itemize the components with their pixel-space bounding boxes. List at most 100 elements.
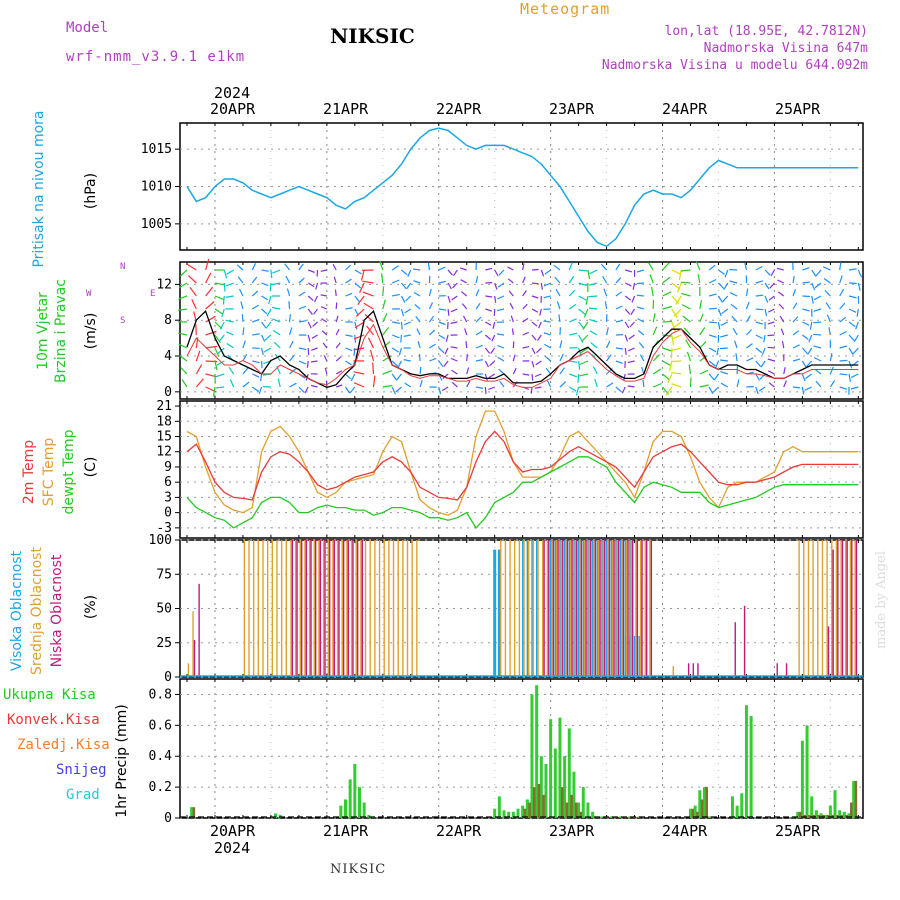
wind-arrow <box>369 349 375 362</box>
temp-unit: (C) <box>83 456 99 478</box>
wind-arrow <box>381 273 384 284</box>
wind-arrow <box>811 295 814 304</box>
wind-arrow <box>462 315 468 323</box>
wind-arrow <box>662 262 670 271</box>
wind-arrow <box>829 353 833 362</box>
wind-arrow <box>261 282 269 287</box>
wind-arrow <box>802 295 810 298</box>
wind-arrow <box>545 367 552 375</box>
wind-arrow <box>277 378 281 388</box>
wind-arrow <box>400 295 406 303</box>
wind-arrow <box>624 321 630 329</box>
total-precip-bar <box>796 811 800 818</box>
wind-arrow <box>736 379 740 388</box>
conv-precip-bar <box>817 814 820 818</box>
total-precip-bar <box>572 771 576 818</box>
wind-arrow <box>531 321 538 327</box>
wind-arrow <box>311 334 318 339</box>
wind-arrow <box>585 295 589 305</box>
wind-arrow <box>451 295 458 301</box>
wind-arrow <box>195 378 204 388</box>
high-cloud-ylabel: Visoka Oblacnost <box>9 550 25 672</box>
dewpoint-line <box>186 456 859 529</box>
wind-arrow <box>382 326 390 336</box>
wind-arrow <box>214 308 224 315</box>
wind-arrow <box>499 380 505 388</box>
wind-arrow <box>464 328 468 336</box>
y-tick-label: 12 <box>156 445 172 460</box>
wind-arrow <box>792 275 795 284</box>
wind-arrow <box>272 269 281 274</box>
wind-arrow <box>407 269 412 277</box>
day-label-top-4: 24APR <box>662 100 708 118</box>
wind-arrow <box>688 364 692 375</box>
wind-arrow <box>438 386 442 395</box>
wind-arrow <box>364 313 374 323</box>
y-tick-label: 0 <box>164 385 172 400</box>
wind-arrow <box>251 276 258 284</box>
y-tick-label: 0 <box>164 670 172 685</box>
wind-arrow <box>615 305 623 310</box>
wind-arrow <box>497 344 505 349</box>
wind-arrow <box>606 340 611 349</box>
wind-arrow <box>531 360 535 368</box>
wind-arrow <box>708 278 717 284</box>
wind-arrow <box>242 340 246 349</box>
wind-arrow <box>662 373 671 381</box>
wind-arrow <box>730 303 738 310</box>
wind-arrow <box>735 353 738 362</box>
wind-arrow <box>559 353 564 362</box>
wind-arrow <box>261 321 267 329</box>
total-precip-bar <box>819 813 823 818</box>
wind-arrow <box>354 321 358 330</box>
wind-arrow <box>667 373 673 384</box>
wind-arrow <box>251 263 257 271</box>
wind-arrow <box>792 386 801 389</box>
wind-arrow <box>223 269 228 279</box>
pressure-ylabel: Pritisak na nivou mora <box>31 110 47 268</box>
wind-arrow <box>315 282 319 290</box>
compass-n: N <box>120 262 126 272</box>
wind-arrow <box>484 360 490 368</box>
wind-arrow <box>460 279 468 284</box>
wind-arrow <box>802 334 809 340</box>
day-label-bottom-3: 23APR <box>549 822 595 840</box>
wind-arrow <box>488 373 496 379</box>
day-label-bottom-1: 21APR <box>323 822 369 840</box>
wind-arrow <box>496 333 505 336</box>
total-precip-bar <box>810 796 814 818</box>
total-precip-bar <box>586 802 590 818</box>
wind-arrow <box>298 291 306 297</box>
wind-arrow <box>522 303 528 310</box>
wind-arrow <box>588 295 598 298</box>
wind-arrow <box>222 295 225 305</box>
wind-arrow <box>450 308 458 313</box>
total-precip-bar <box>497 796 501 818</box>
wind-arrow <box>494 295 497 303</box>
wind-arrow <box>761 347 766 355</box>
wind-arrow <box>214 282 225 286</box>
wind-arrow <box>606 382 614 388</box>
wind-arrow <box>544 269 551 275</box>
wind-arrow <box>578 308 586 315</box>
wind-arrow <box>215 386 225 389</box>
wind-arrow <box>289 368 296 375</box>
wind-arrow <box>490 347 496 354</box>
total-precip-bar <box>344 799 348 818</box>
wind-arrow <box>306 360 309 368</box>
wind-arrow <box>589 318 598 323</box>
y-tick-label: 0 <box>164 811 172 826</box>
wind-arrow <box>824 289 831 297</box>
wind-arrow <box>720 359 728 362</box>
wind-arrow <box>606 354 612 362</box>
wind-arrow <box>568 386 577 392</box>
total-precip-bar <box>274 813 278 818</box>
wind-arrow <box>630 308 636 316</box>
wind-arrow <box>625 269 633 273</box>
wind-arrow <box>229 379 235 388</box>
temp2m-ylabel: 2m Temp <box>21 439 37 505</box>
wind-arrow <box>856 308 859 317</box>
wind-arrow <box>345 292 353 297</box>
wind-arrow <box>522 276 526 284</box>
